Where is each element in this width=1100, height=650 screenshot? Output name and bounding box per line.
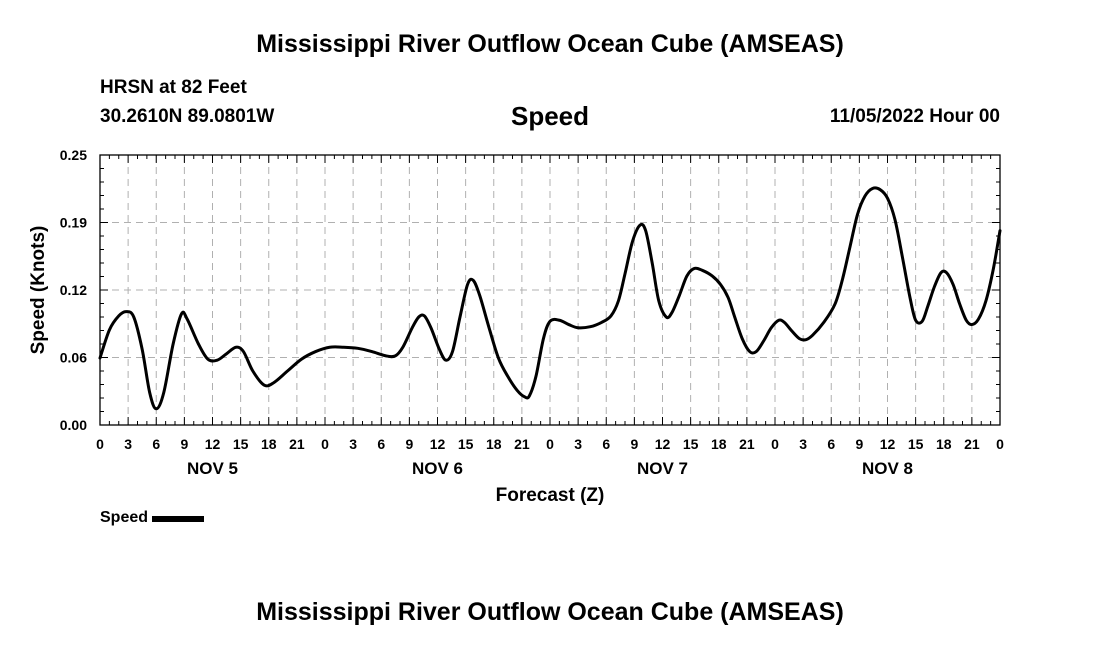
y-tick-label: 0.25: [60, 147, 87, 163]
x-tick-label: 12: [205, 436, 221, 452]
x-tick-label: 9: [630, 436, 638, 452]
x-tick-label: 9: [180, 436, 188, 452]
x-tick-label: 21: [514, 436, 530, 452]
footer-title: Mississippi River Outflow Ocean Cube (AM…: [256, 598, 844, 626]
x-tick-label: 12: [655, 436, 671, 452]
y-tick-label: 0.00: [60, 417, 87, 433]
speed-series-line: [98, 186, 1002, 411]
legend: Speed: [100, 509, 205, 527]
y-axis-label: Speed (Knots): [28, 226, 49, 355]
x-tick-label: 3: [349, 436, 357, 452]
x-tick-label: 18: [936, 436, 952, 452]
x-tick-label: 21: [289, 436, 305, 452]
forecast-datetime: 11/05/2022 Hour 00: [829, 106, 1000, 127]
x-tick-label: 18: [486, 436, 502, 452]
y-tick-label: 0.19: [60, 215, 87, 231]
x-tick-label: 6: [827, 436, 835, 452]
x-tick-label: 6: [377, 436, 385, 452]
legend-label: Speed: [100, 509, 149, 526]
chart-title: Mississippi River Outflow Ocean Cube (AM…: [256, 30, 844, 58]
coordinates-label: 30.2610N 89.0801W: [100, 106, 275, 127]
y-tick-label: 0.12: [60, 282, 87, 298]
x-tick-label: 0: [546, 436, 554, 452]
x-tick-label: 12: [880, 436, 896, 452]
x-tick-label: 15: [908, 436, 924, 452]
x-tick-label: 15: [683, 436, 699, 452]
chart-subtitle: Speed: [510, 101, 590, 131]
x-tick-label: 3: [799, 436, 807, 452]
x-tick-label: 0: [996, 436, 1004, 452]
legend-swatch: [152, 516, 205, 522]
x-tick-label: 0: [96, 436, 104, 452]
day-label: NOV 6: [412, 459, 463, 478]
x-tick-label: 3: [124, 436, 132, 452]
x-tick-label: 9: [855, 436, 863, 452]
y-tick-label: 0.06: [60, 350, 87, 366]
series-layer: [98, 186, 1002, 411]
x-tick-label: 3: [574, 436, 582, 452]
x-tick-label: 0: [771, 436, 779, 452]
x-axis-label: Forecast (Z): [496, 485, 605, 506]
day-label: NOV 7: [637, 459, 688, 478]
x-tick-label: 9: [405, 436, 413, 452]
x-tick-label: 18: [711, 436, 727, 452]
x-tick-label: 21: [739, 436, 755, 452]
x-tick-label: 6: [152, 436, 160, 452]
x-tick-label: 21: [964, 436, 980, 452]
x-tick-label: 18: [261, 436, 277, 452]
x-tick-label: 15: [458, 436, 474, 452]
x-tick-label: 12: [430, 436, 446, 452]
x-tick-label: 15: [233, 436, 249, 452]
grid: [100, 155, 1000, 425]
x-tick-label: 6: [602, 436, 610, 452]
station-label: HRSN at 82 Feet: [100, 77, 247, 98]
day-label: NOV 5: [187, 459, 238, 478]
axes: 0.00 0.06 0.12 0.19 0.25 0 3 6 9 12 15 18 21 0 3 6 9 12 15…: [60, 147, 1004, 478]
x-tick-label: 0: [321, 436, 329, 452]
day-label: NOV 8: [862, 459, 913, 478]
